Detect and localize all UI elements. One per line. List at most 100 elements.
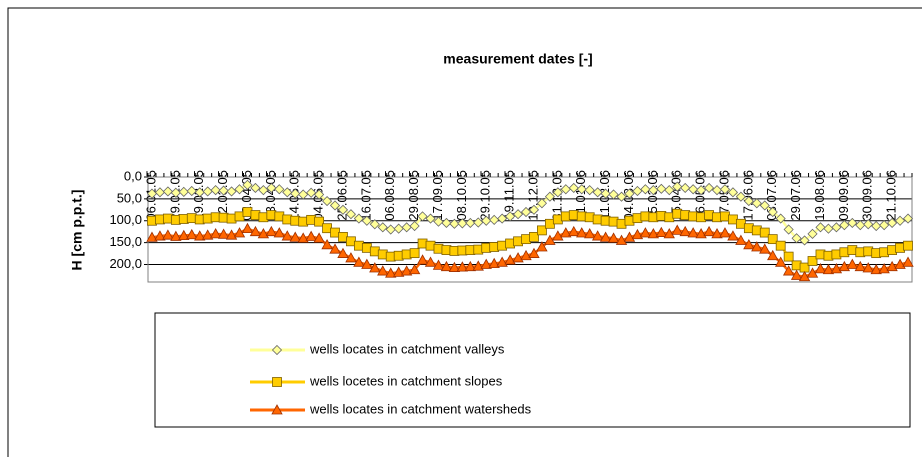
data-point [369,219,380,230]
data-point [512,252,524,263]
data-point [767,234,778,245]
data-point [457,218,468,229]
data-point [648,185,659,196]
data-point [672,181,683,192]
y-tick-label: 200,0 [109,256,142,271]
x-tick-label: 25.03.06 [645,170,660,221]
data-point [775,213,786,224]
data-point [831,222,842,233]
data-point [321,195,333,207]
x-tick-label: 16.07.05 [358,170,373,221]
data-point [465,217,476,229]
data-point [695,228,707,239]
data-point [417,211,428,222]
x-tick-label: 17.09.05 [430,170,445,221]
data-point [664,185,675,196]
x-tick-label: 17.06.06 [740,170,755,221]
data-point [178,186,189,197]
data-point [830,263,843,274]
data-point [377,265,389,276]
data-point [242,179,253,190]
data-point [353,213,364,224]
data-point [273,227,285,238]
data-point [759,227,770,238]
x-tick-label: 21.10.06 [884,170,899,221]
data-point [640,184,651,195]
data-point [258,185,269,196]
data-point [170,230,182,241]
legend-label: wells locates in catchment watersheds [309,401,532,416]
data-point [249,225,262,237]
data-point [250,182,261,194]
chart-title: measurement dates [-] [443,51,592,67]
data-point [194,230,206,241]
data-point [154,187,166,198]
x-tick-label: 06.05.06 [693,170,708,221]
data-point [680,182,691,194]
x-tick-label: 19.08.06 [812,170,827,221]
data-point [281,230,293,241]
data-point [807,228,818,239]
data-point [616,191,627,202]
data-point [568,182,579,194]
data-point [822,263,835,275]
data-point [839,220,850,231]
data-point [504,254,516,265]
x-tick-label: 29.07.06 [788,170,803,221]
data-point [719,184,731,195]
data-point [496,256,508,267]
data-point [711,185,723,196]
data-point [560,184,571,195]
data-point [385,224,396,235]
y-tick-label: 0,0 [124,168,142,183]
data-point [226,186,237,197]
data-point [688,184,699,195]
data-point [631,228,644,240]
data-point [178,229,190,241]
data-point [639,227,652,238]
data-point [202,186,213,197]
data-point [314,216,325,227]
x-tick-label: 19.11.05 [502,170,517,220]
data-point [727,230,739,241]
data-point [385,267,397,278]
data-point [448,261,461,272]
data-point [671,224,683,235]
data-point [257,228,270,239]
data-point [854,260,866,272]
data-point [505,211,516,222]
data-point [887,217,898,229]
data-point [663,228,675,239]
x-tick-label: 09.09.06 [836,170,851,221]
data-point [902,213,914,224]
data-point [560,227,572,238]
data-point [711,228,723,239]
data-point [472,260,484,271]
data-point [146,188,158,199]
data-point [194,187,205,198]
data-point [679,225,691,237]
data-point [210,185,221,196]
data-point [751,241,763,252]
data-point [345,252,357,263]
data-point [282,187,293,198]
data-point [377,222,388,233]
data-point [656,183,667,194]
data-point [306,187,317,198]
data-point [759,243,771,254]
data-point [473,217,484,228]
data-point [497,213,508,224]
x-tick-label: 23.04.05 [263,170,278,221]
data-point [361,215,372,226]
legend-box [154,312,911,428]
legend-label: wells locetes in catchment slopes [309,373,503,388]
data-point [353,256,365,267]
data-point [400,265,413,276]
x-tick-label: 29.08.05 [406,170,421,221]
data-point [425,213,436,224]
data-point [162,186,173,197]
data-point [186,228,198,240]
data-point [879,220,890,231]
data-point [767,249,779,261]
